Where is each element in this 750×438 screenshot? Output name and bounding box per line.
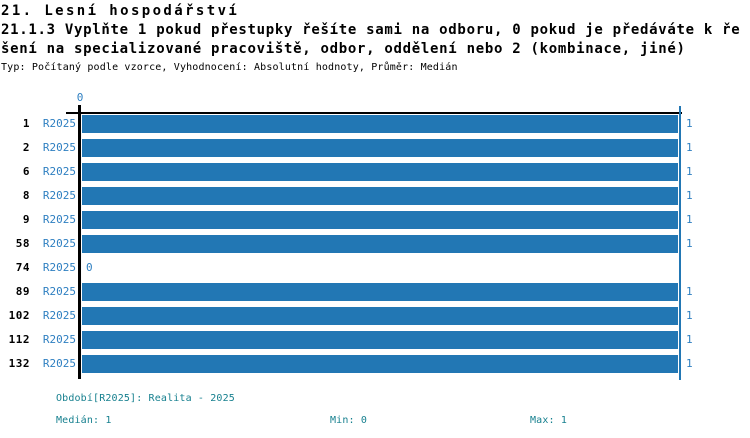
question-text-line-1: 21.1.3 Vyplňte 1 pokud přestupky řešíte … [1, 22, 741, 38]
bar-value-label: 1 [686, 333, 693, 346]
series-label: R2025 [42, 285, 76, 298]
bar [82, 355, 678, 373]
series-label: R2025 [42, 357, 76, 370]
chart-row: 102 R2025 1 [0, 304, 750, 328]
bar-value-label: 1 [686, 357, 693, 370]
chart-row: 58 R2025 1 [0, 232, 750, 256]
x-axis-line [66, 112, 682, 114]
chart-row: 89 R2025 1 [0, 280, 750, 304]
x-axis-tick-mark [78, 105, 81, 112]
bar [82, 235, 678, 253]
bar-value-label: 1 [686, 189, 693, 202]
bar-value-label: 0 [86, 261, 93, 274]
bar [82, 331, 678, 349]
series-label: R2025 [42, 165, 76, 178]
series-label: R2025 [42, 237, 76, 250]
stat-median: Medián: 1 [56, 415, 112, 426]
chart-row: 1 R2025 1 [0, 112, 750, 136]
chart-rows: 1 R2025 1 2 R2025 1 6 R2025 1 8 R2025 1 9 R2025 1 58 R20… [0, 112, 750, 376]
x-axis-tick-label-zero: 0 [76, 91, 84, 104]
category-label: 8 [22, 189, 30, 202]
category-label: 132 [8, 357, 30, 370]
chart-row: 8 R2025 1 [0, 184, 750, 208]
chart-row: 2 R2025 1 [0, 136, 750, 160]
question-text-line-2: šení na specializované pracoviště, odbor… [1, 41, 686, 57]
bar-value-label: 1 [686, 141, 693, 154]
bar [82, 283, 678, 301]
series-label: R2025 [42, 189, 76, 202]
bar [82, 187, 678, 205]
series-label: R2025 [42, 261, 76, 274]
category-label: 2 [22, 141, 30, 154]
series-label: R2025 [42, 309, 76, 322]
chart-row: 9 R2025 1 [0, 208, 750, 232]
category-label: 9 [22, 213, 30, 226]
series-label: R2025 [42, 117, 76, 130]
bar-value-label: 1 [686, 165, 693, 178]
meta-info: Typ: Počítaný podle vzorce, Vyhodnocení:… [1, 62, 458, 73]
series-label: R2025 [42, 141, 76, 154]
bar [82, 139, 678, 157]
category-label: 102 [8, 309, 30, 322]
chart-row: 74 R2025 0 [0, 256, 750, 280]
bar-value-label: 1 [686, 117, 693, 130]
chart-row: 112 R2025 1 [0, 328, 750, 352]
chart-row: 6 R2025 1 [0, 160, 750, 184]
report-section-title: 21. Lesní hospodářství [1, 3, 240, 19]
bar-value-label: 1 [686, 213, 693, 226]
bar-chart: 0 1 R2025 1 2 R2025 1 6 R2025 1 8 R2025 1 9 R2025 1 58 R… [0, 88, 750, 384]
category-label: 6 [22, 165, 30, 178]
bar [82, 211, 678, 229]
bar [82, 163, 678, 181]
category-label: 89 [15, 285, 30, 298]
category-label: 1 [22, 117, 30, 130]
bar-value-label: 1 [686, 237, 693, 250]
bar [82, 307, 678, 325]
bar [82, 115, 678, 133]
category-label: 74 [15, 261, 30, 274]
y-axis-line [78, 112, 81, 379]
series-label: R2025 [42, 213, 76, 226]
legend-period: Období[R2025]: Realita - 2025 [56, 393, 235, 404]
stat-min: Min: 0 [330, 415, 368, 426]
category-label: 112 [8, 333, 30, 346]
chart-row: 132 R2025 1 [0, 352, 750, 376]
max-value-reference-line [679, 106, 681, 380]
bar-value-label: 1 [686, 285, 693, 298]
series-label: R2025 [42, 333, 76, 346]
category-label: 58 [15, 237, 30, 250]
stat-max: Max: 1 [530, 415, 568, 426]
bar-value-label: 1 [686, 309, 693, 322]
